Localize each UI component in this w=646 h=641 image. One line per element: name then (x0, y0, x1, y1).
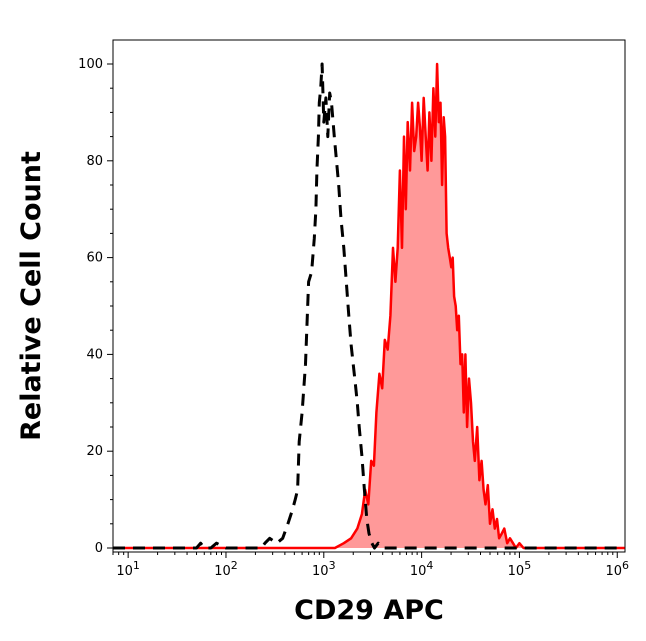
x-tick-label: 103 (312, 559, 336, 579)
series-1-line (113, 62, 625, 550)
series-layer (113, 62, 625, 550)
x-tick-label: 106 (605, 559, 629, 579)
y-tick-label: 100 (78, 57, 103, 72)
plot-frame (112, 39, 626, 553)
series-0-line (113, 62, 625, 550)
y-tick-label: 80 (86, 154, 103, 169)
y-tick-label: 20 (86, 444, 103, 459)
x-tick-label: 104 (410, 559, 434, 579)
x-tick-label: 102 (214, 559, 238, 579)
x-axis-ticks: 101 102 103 104 105 106 (112, 552, 629, 579)
y-axis-ticks: 0 20 40 60 80 100 (78, 57, 113, 556)
x-tick-label: 105 (508, 559, 532, 579)
y-axis-title: Relative Cell Count (16, 151, 47, 441)
y-tick-label: 40 (86, 347, 103, 362)
y-tick-label: 0 (95, 541, 103, 556)
y-tick-label: 60 (86, 251, 103, 266)
x-axis-title: CD29 APC (294, 595, 444, 626)
x-tick-label: 101 (116, 559, 140, 579)
